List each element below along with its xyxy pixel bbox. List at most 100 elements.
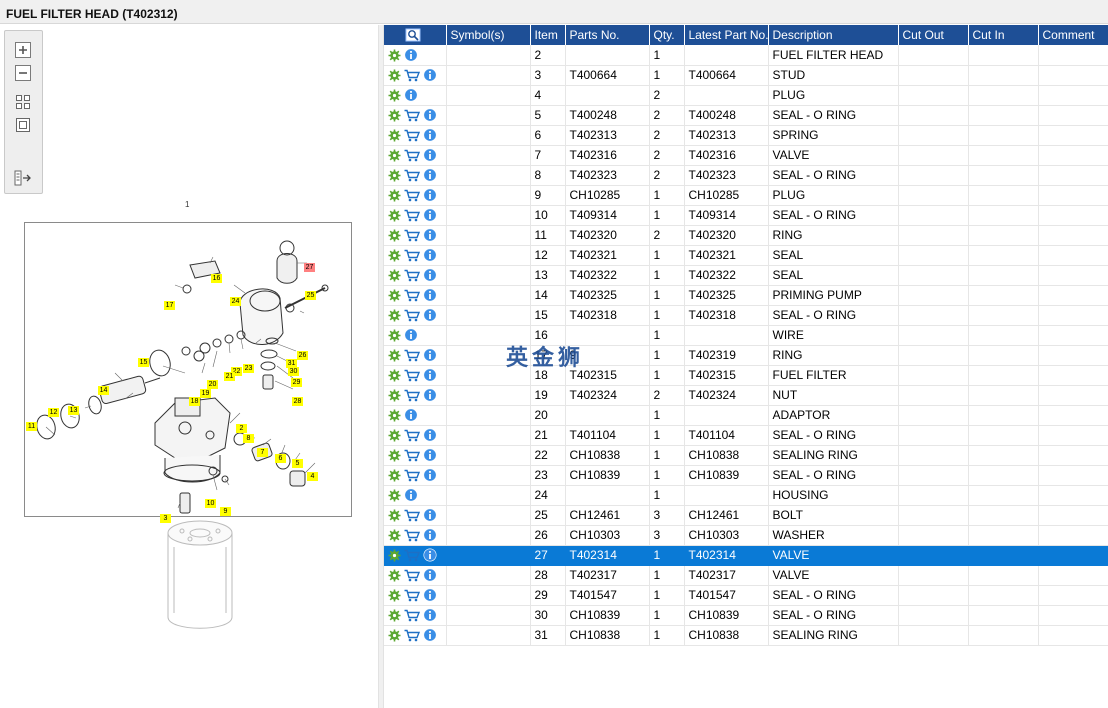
gear-icon[interactable] (388, 249, 401, 262)
cart-icon[interactable] (404, 289, 420, 302)
table-row[interactable]: 15 T402318 1 T402318 SEAL - O RING (384, 305, 1108, 326)
cart-icon[interactable] (404, 569, 420, 582)
gear-icon[interactable] (388, 89, 401, 102)
table-row[interactable]: 6 T402313 2 T402313 SPRING (384, 125, 1108, 146)
cart-icon[interactable] (404, 249, 420, 262)
gear-icon[interactable] (388, 449, 401, 462)
table-row[interactable]: 21 T401104 1 T401104 SEAL - O RING (384, 425, 1108, 446)
info-icon[interactable] (423, 548, 437, 562)
info-icon[interactable] (423, 128, 437, 142)
info-icon[interactable] (404, 328, 418, 342)
callout-13[interactable]: 13 (68, 406, 79, 415)
gear-icon[interactable] (388, 109, 401, 122)
table-row[interactable]: 30 CH10839 1 CH10839 SEAL - O RING (384, 605, 1108, 626)
info-icon[interactable] (423, 608, 437, 622)
gear-icon[interactable] (388, 49, 401, 62)
gear-icon[interactable] (388, 269, 401, 282)
gear-icon[interactable] (388, 129, 401, 142)
column-header-parts-no[interactable]: Parts No. (565, 25, 650, 45)
gear-icon[interactable] (388, 509, 401, 522)
callout-28[interactable]: 28 (292, 397, 303, 406)
column-header-description[interactable]: Description (768, 25, 899, 45)
callout-4[interactable]: 4 (307, 472, 318, 481)
gear-icon[interactable] (388, 309, 401, 322)
callout-11[interactable]: 11 (26, 422, 37, 431)
info-icon[interactable] (423, 528, 437, 542)
info-icon[interactable] (423, 268, 437, 282)
info-icon[interactable] (423, 468, 437, 482)
cart-icon[interactable] (404, 229, 420, 242)
gear-icon[interactable] (388, 609, 401, 622)
info-icon[interactable] (423, 568, 437, 582)
column-header-symbols[interactable]: Symbol(s) (446, 25, 531, 45)
callout-23[interactable]: 23 (243, 364, 254, 373)
info-icon[interactable] (423, 368, 437, 382)
gear-icon[interactable] (388, 529, 401, 542)
cart-icon[interactable] (404, 529, 420, 542)
callout-9[interactable]: 9 (220, 507, 231, 516)
table-row[interactable]: 20 1 ADAPTOR (384, 405, 1108, 426)
info-icon[interactable] (423, 308, 437, 322)
gear-icon[interactable] (388, 589, 401, 602)
column-header-item[interactable]: Item (530, 25, 566, 45)
cart-icon[interactable] (404, 209, 420, 222)
table-row[interactable]: 14 T402325 1 T402325 PRIMING PUMP (384, 285, 1108, 306)
table-row[interactable]: 31 CH10838 1 CH10838 SEALING RING (384, 625, 1108, 646)
zoom-in-icon[interactable] (13, 41, 33, 59)
table-row[interactable]: 12 T402321 1 T402321 SEAL (384, 245, 1108, 266)
column-header-comment[interactable]: Comment (1038, 25, 1108, 45)
cart-icon[interactable] (404, 349, 420, 362)
gear-icon[interactable] (388, 169, 401, 182)
callout-31[interactable]: 31 (286, 359, 297, 368)
callout-27[interactable]: 27 (304, 263, 315, 272)
gear-icon[interactable] (388, 469, 401, 482)
table-row[interactable]: 4 2 PLUG (384, 85, 1108, 106)
table-row[interactable]: 5 T400248 2 T400248 SEAL - O RING (384, 105, 1108, 126)
cart-icon[interactable] (404, 389, 420, 402)
gear-icon[interactable] (388, 569, 401, 582)
cart-icon[interactable] (404, 129, 420, 142)
gear-icon[interactable] (388, 349, 401, 362)
callout-3[interactable]: 3 (160, 514, 171, 523)
info-icon[interactable] (423, 108, 437, 122)
info-icon[interactable] (423, 168, 437, 182)
callout-17[interactable]: 17 (164, 301, 175, 310)
gear-icon[interactable] (388, 369, 401, 382)
gear-icon[interactable] (388, 69, 401, 82)
table-row[interactable]: 16 1 WIRE (384, 325, 1108, 346)
cart-icon[interactable] (404, 369, 420, 382)
callout-6[interactable]: 6 (275, 454, 286, 463)
column-header-qty[interactable]: Qty. (649, 25, 685, 45)
callout-29[interactable]: 29 (291, 378, 302, 387)
cart-icon[interactable] (404, 149, 420, 162)
column-header-cut-in[interactable]: Cut In (968, 25, 1039, 45)
table-row[interactable]: 29 T401547 1 T401547 SEAL - O RING (384, 585, 1108, 606)
gear-icon[interactable] (388, 229, 401, 242)
gear-icon[interactable] (388, 329, 401, 342)
gear-icon[interactable] (388, 389, 401, 402)
info-icon[interactable] (423, 248, 437, 262)
info-icon[interactable] (423, 348, 437, 362)
callout-10[interactable]: 10 (205, 499, 216, 508)
single-view-icon[interactable] (13, 116, 33, 134)
info-icon[interactable] (423, 508, 437, 522)
table-row[interactable]: 8 T402323 2 T402323 SEAL - O RING (384, 165, 1108, 186)
callout-19[interactable]: 19 (200, 389, 211, 398)
cart-icon[interactable] (404, 169, 420, 182)
table-row[interactable]: 18 T402315 1 T402315 FUEL FILTER (384, 365, 1108, 386)
info-icon[interactable] (404, 488, 418, 502)
info-icon[interactable] (404, 48, 418, 62)
gear-icon[interactable] (388, 489, 401, 502)
info-icon[interactable] (423, 588, 437, 602)
callout-14[interactable]: 14 (98, 386, 109, 395)
table-row[interactable]: 24 1 HOUSING (384, 485, 1108, 506)
table-row[interactable]: 19 T402324 2 T402324 NUT (384, 385, 1108, 406)
table-row[interactable]: 13 T402322 1 T402322 SEAL (384, 265, 1108, 286)
info-icon[interactable] (423, 68, 437, 82)
callout-7[interactable]: 7 (257, 448, 268, 457)
table-row[interactable]: 10 T409314 1 T409314 SEAL - O RING (384, 205, 1108, 226)
pane-splitter[interactable] (378, 25, 384, 708)
info-icon[interactable] (423, 288, 437, 302)
cart-icon[interactable] (404, 629, 420, 642)
gear-icon[interactable] (388, 629, 401, 642)
